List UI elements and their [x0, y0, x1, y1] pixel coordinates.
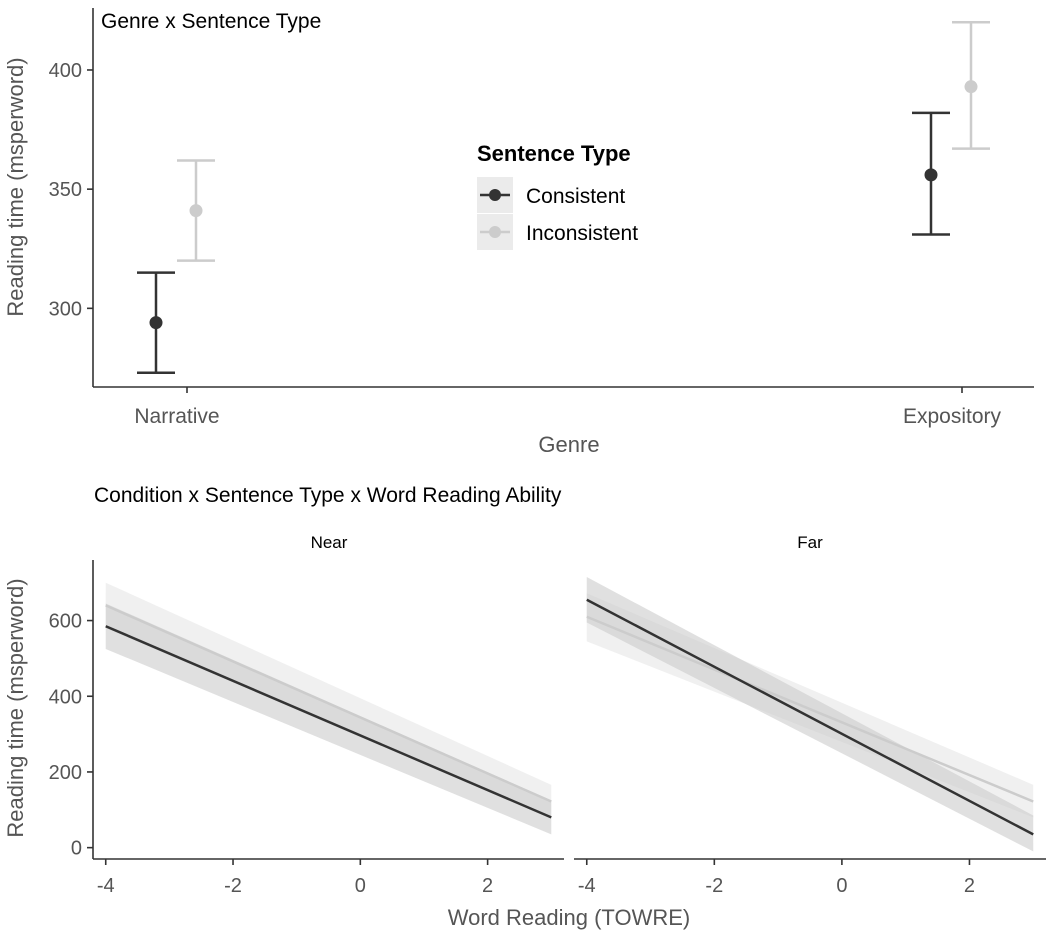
- top-chart: Genre x Sentence Type 300 350 400 Narrativ…: [3, 8, 1034, 457]
- x-tick-label: -2: [224, 875, 242, 897]
- far-panel-marks: [586, 577, 1034, 852]
- bottom-y-axis-title: Reading time (msperword): [3, 578, 28, 837]
- legend-entry-inconsistent: Inconsistent: [477, 214, 638, 250]
- x-tick-label: -2: [705, 875, 723, 897]
- top-chart-title: Genre x Sentence Type: [101, 10, 321, 33]
- bottom-x-axis-title: Word Reading (TOWRE): [448, 905, 690, 930]
- panel-label-far: Far: [797, 533, 823, 552]
- near-inconsistent-regression-line: [105, 604, 552, 803]
- top-y-tick-label: 350: [49, 179, 82, 201]
- near-consistent-regression-line: [105, 625, 552, 819]
- near-panel-marks: [105, 582, 552, 835]
- near-consistent-ci-band: [105, 603, 552, 835]
- near-x-ticks: -4 -2 0 2: [97, 859, 493, 897]
- top-x-axis-title: Genre: [538, 432, 599, 457]
- bottom-y-tick-label: 0: [71, 838, 82, 860]
- legend-label-consistent: Consistent: [526, 185, 625, 208]
- legend: Sentence Type Consistent Inconsistent: [477, 141, 638, 250]
- legend-label-inconsistent: Inconsistent: [526, 222, 638, 245]
- far-consistent-regression-line: [586, 598, 1034, 836]
- far-x-ticks: -4 -2 0 2: [578, 859, 975, 897]
- bottom-y-tick-label: 400: [49, 686, 82, 708]
- bottom-y-ticks: 0 200 400 600: [49, 611, 93, 860]
- consistent-expository-point: [924, 168, 938, 182]
- top-y-axis-title: Reading time (msperword): [3, 57, 28, 316]
- legend-key-consistent-dot: [489, 189, 501, 201]
- top-x-tick-label: Narrative: [134, 405, 219, 428]
- top-y-tick-label: 400: [49, 60, 82, 82]
- inconsistent-narrative-point: [189, 204, 203, 218]
- legend-entry-consistent: Consistent: [477, 177, 625, 213]
- top-y-ticks: 300 350 400: [49, 60, 93, 320]
- top-data-marks: [137, 21, 990, 374]
- x-tick-label: -4: [97, 875, 115, 897]
- panel-label-near: Near: [311, 533, 348, 552]
- bottom-y-tick-label: 200: [49, 762, 82, 784]
- bottom-chart-title: Condition x Sentence Type x Word Reading…: [94, 484, 562, 507]
- top-x-tick-label: Expository: [903, 405, 1002, 428]
- far-inconsistent-regression-line: [586, 615, 1034, 803]
- bottom-y-tick-label: 600: [49, 611, 82, 633]
- legend-title: Sentence Type: [477, 141, 631, 166]
- top-x-ticks: Narrative Expository: [134, 387, 1002, 428]
- x-tick-label: 0: [836, 875, 847, 897]
- top-y-tick-label: 300: [49, 298, 82, 320]
- inconsistent-expository-point: [964, 80, 978, 94]
- consistent-narrative-point: [149, 316, 163, 330]
- x-tick-label: 2: [482, 875, 493, 897]
- legend-key-inconsistent-dot: [489, 226, 501, 238]
- x-tick-label: -4: [578, 875, 596, 897]
- bottom-chart: Condition x Sentence Type x Word Reading…: [3, 484, 1046, 930]
- far-consistent-ci-band: [586, 577, 1034, 852]
- x-tick-label: 2: [964, 875, 975, 897]
- x-tick-label: 0: [355, 875, 366, 897]
